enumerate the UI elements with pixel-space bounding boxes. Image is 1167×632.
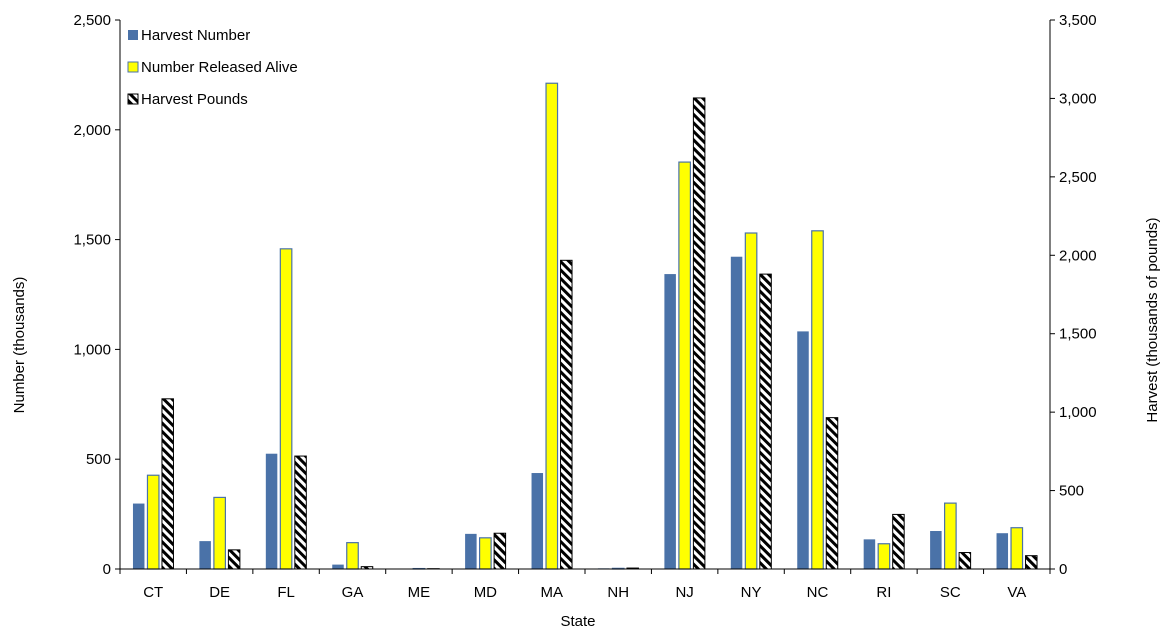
bar-va-harvest-number	[996, 533, 1009, 569]
x-tick-label-va: VA	[1007, 584, 1026, 601]
bar-ri-number-released-alive	[877, 543, 891, 570]
y2-tick-label: 0	[1059, 561, 1067, 578]
bar-ct-number-released-alive	[146, 474, 160, 570]
bar-sc-harvest-pounds	[958, 552, 972, 570]
bar-fl-number-released-alive	[279, 248, 293, 570]
bar-ga-harvest-number	[332, 564, 344, 569]
bar-nc-harvest-number	[797, 331, 809, 569]
bar-va-number-released-alive	[1010, 527, 1024, 570]
bar-sc-number-released-alive	[944, 502, 957, 570]
x-tick-label-me: ME	[408, 584, 431, 601]
legend-label: Harvest Number	[141, 27, 250, 44]
x-tick-label-ma: MA	[541, 584, 564, 601]
x-tick-label-nh: NH	[607, 584, 629, 601]
x-tick-label-nj: NJ	[675, 584, 693, 601]
y-tick-label: 1,000	[73, 341, 111, 358]
bar-ri-harvest-pounds	[892, 513, 905, 570]
x-tick-label-de: DE	[209, 584, 230, 601]
y2-axis-title: Harvest (thousands of pounds)	[1144, 217, 1161, 422]
x-axis-title: State	[560, 613, 595, 630]
bar-fl-harvest-pounds	[294, 455, 307, 570]
bar-ma-harvest-pounds	[560, 259, 573, 570]
bar-ri-harvest-number	[863, 539, 876, 569]
bar-ma-number-released-alive	[545, 82, 559, 570]
y-tick-label: 500	[86, 451, 111, 468]
legend-swatch	[127, 93, 139, 105]
bar-va-harvest-pounds	[1025, 555, 1038, 570]
bar-ct-harvest-number	[132, 503, 145, 569]
bar-nj-harvest-number	[664, 274, 676, 569]
bar-ma-harvest-number	[531, 473, 544, 569]
x-tick-label-fl: FL	[277, 584, 295, 601]
x-tick-label-ri: RI	[876, 584, 891, 601]
y-tick-label: 2,500	[73, 12, 111, 29]
legend: Harvest Number Number Released Alive Harve…	[127, 27, 298, 108]
y2-tick-label: 2,500	[1059, 169, 1097, 186]
y-tick-label: 0	[103, 561, 111, 578]
y2-tick-label: 1,000	[1059, 404, 1097, 421]
legend-label: Harvest Pounds	[141, 91, 248, 108]
bar-nj-harvest-pounds	[692, 97, 706, 570]
bar-de-harvest-pounds	[227, 549, 241, 570]
bar-ct-harvest-pounds	[161, 398, 174, 570]
bar-sc-harvest-number	[930, 531, 942, 569]
axes-layer: 0 500 1,000 1,500 2,000 2,500 0 500 1,000 1,500 2,…	[73, 12, 1096, 601]
y-tick-label: 2,000	[73, 122, 111, 139]
bar-ga-number-released-alive	[346, 542, 359, 570]
y2-tick-label: 1,500	[1059, 326, 1097, 343]
bar-md-number-released-alive	[479, 537, 492, 570]
bar-ny-harvest-pounds	[759, 273, 772, 570]
bar-de-harvest-number	[199, 541, 211, 569]
bar-ny-number-released-alive	[744, 232, 758, 570]
bars-layer	[132, 82, 1038, 570]
x-tick-label-ny: NY	[741, 584, 762, 601]
bar-nc-number-released-alive	[811, 230, 824, 570]
x-tick-label-ct: CT	[143, 584, 163, 601]
y2-tick-label: 2,000	[1059, 247, 1097, 264]
x-tick-label-nc: NC	[807, 584, 829, 601]
x-tick-label-md: MD	[474, 584, 497, 601]
y2-tick-label: 500	[1059, 483, 1084, 500]
y-axis-title: Number (thousands)	[11, 277, 28, 414]
bar-fl-harvest-number	[265, 453, 278, 569]
x-tick-label-ga: GA	[342, 584, 364, 601]
bar-nc-harvest-pounds	[825, 417, 839, 570]
y-tick-label: 1,500	[73, 232, 111, 249]
legend-swatch	[127, 61, 139, 73]
legend-swatch	[128, 30, 138, 40]
bar-md-harvest-number	[465, 533, 477, 569]
y2-tick-label: 3,000	[1059, 90, 1097, 107]
x-tick-label-sc: SC	[940, 584, 961, 601]
bar-de-number-released-alive	[213, 496, 226, 570]
y2-tick-label: 3,500	[1059, 12, 1097, 29]
bar-md-harvest-pounds	[493, 532, 507, 570]
bar-ny-harvest-number	[730, 256, 743, 569]
legend-label: Number Released Alive	[141, 59, 298, 76]
bar-nj-number-released-alive	[678, 161, 691, 570]
